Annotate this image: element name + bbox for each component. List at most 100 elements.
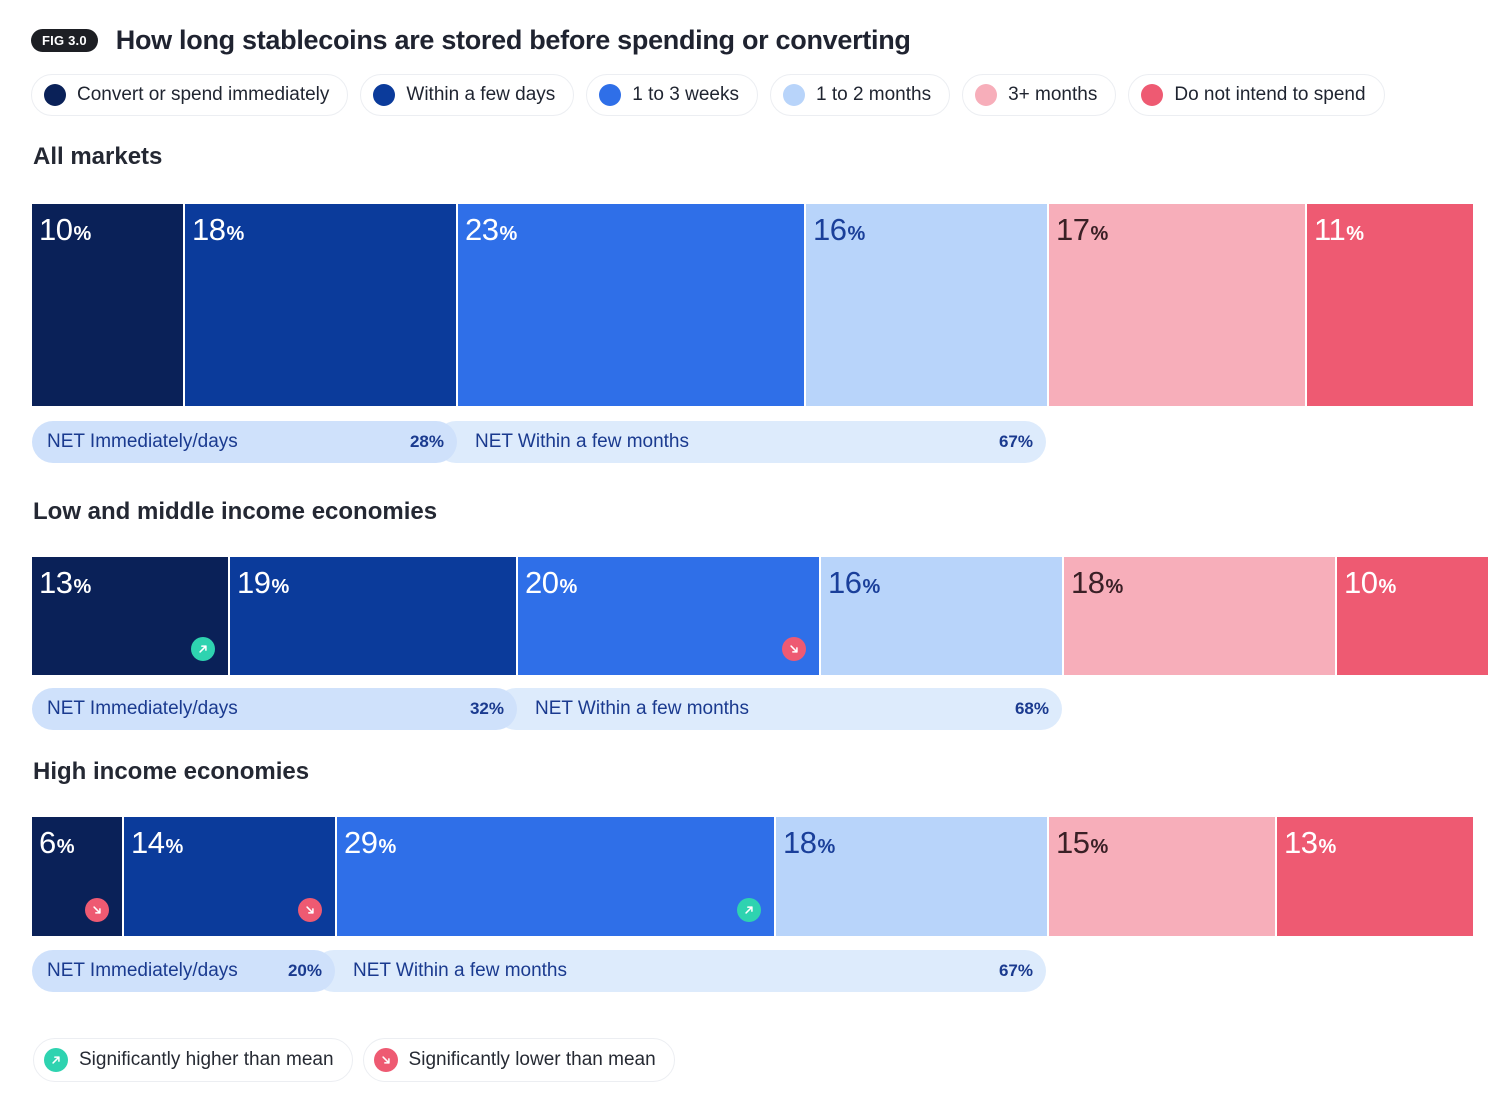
- data-label-unit: %: [817, 836, 835, 858]
- figure-header: FIG 3.0 How long stablecoins are stored …: [31, 20, 911, 60]
- net-within-months-pill: NET Within a few months 68%: [495, 688, 1062, 730]
- net-value-number: 28: [409, 432, 429, 451]
- legend-swatch: [1141, 84, 1164, 106]
- data-label-unit: %: [499, 223, 517, 245]
- stacked-bar-low-middle-income: 13% 19% 20% 16% 18% 10%: [32, 557, 1488, 675]
- bar-segment-1-to-2-months: 16%: [806, 204, 1047, 406]
- net-value: 68%: [1015, 699, 1049, 719]
- series-legend: Convert or spend immediately Within a few…: [31, 74, 1397, 116]
- data-label-unit: %: [1105, 576, 1123, 598]
- net-row-low-middle-income: NET Immediately/days 32% NET Within a few …: [32, 688, 1062, 730]
- legend-swatch: [975, 84, 998, 106]
- net-row-all-markets: NET Immediately/days 28% NET Within a few …: [32, 421, 1046, 463]
- bar-segment-do-not-intend-to-spend: 11%: [1307, 204, 1473, 406]
- net-value: 67%: [999, 961, 1033, 981]
- data-label: 16%: [828, 567, 880, 598]
- net-value-number: 20: [287, 961, 307, 980]
- data-label-value: 18: [1071, 565, 1105, 600]
- arrow-down-right-icon: [298, 898, 322, 922]
- significance-higher-item: Significantly higher than mean: [33, 1038, 353, 1082]
- data-label: 13%: [1284, 827, 1336, 858]
- data-label-unit: %: [1090, 223, 1108, 245]
- stacked-bar-all-markets: 10% 18% 23% 16% 17% 11%: [32, 204, 1473, 406]
- significance-higher-label: Significantly higher than mean: [79, 1049, 334, 1070]
- net-value-number: 67: [998, 432, 1018, 451]
- data-label-unit: %: [1378, 576, 1396, 598]
- net-row-high-income: NET Immediately/days 20% NET Within a few …: [32, 950, 1046, 992]
- net-value: 67%: [999, 432, 1033, 452]
- data-label-value: 29: [344, 825, 378, 860]
- significance-lower-label: Significantly lower than mean: [408, 1049, 656, 1070]
- data-label: 29%: [344, 827, 396, 858]
- net-value-unit: %: [1017, 961, 1033, 980]
- net-value: 28%: [410, 432, 444, 452]
- data-label-unit: %: [165, 836, 183, 858]
- data-label-unit: %: [56, 836, 75, 858]
- significance-legend: Significantly higher than mean Significa…: [33, 1038, 685, 1082]
- bar-segment-do-not-intend-to-spend: 13%: [1277, 817, 1473, 936]
- net-value-unit: %: [306, 961, 322, 980]
- data-label-value: 14: [131, 825, 165, 860]
- data-label: 18%: [783, 827, 835, 858]
- data-label-unit: %: [271, 576, 289, 598]
- data-label: 6%: [39, 827, 75, 858]
- bar-segment-within-a-few-days: 14%: [124, 817, 335, 936]
- data-label: 15%: [1056, 827, 1108, 858]
- legend-label: Do not intend to spend: [1174, 84, 1366, 105]
- arrow-up-right-icon: [44, 1048, 68, 1072]
- data-label: 18%: [1071, 567, 1123, 598]
- bar-segment-1-to-3-weeks: 20%: [518, 557, 819, 675]
- data-label-value: 16: [813, 212, 847, 247]
- legend-swatch: [599, 84, 622, 106]
- net-label: NET Immediately/days: [47, 698, 238, 719]
- net-value-number: 68: [1014, 699, 1034, 718]
- data-label-unit: %: [73, 576, 91, 598]
- net-label: NET Immediately/days: [47, 431, 238, 452]
- data-label-value: 11: [1314, 212, 1346, 247]
- data-label-value: 13: [1284, 825, 1318, 860]
- legend-item-3-months: 3+ months: [962, 74, 1117, 116]
- data-label-unit: %: [378, 836, 396, 858]
- legend-item-1-to-2-months: 1 to 2 months: [769, 74, 951, 116]
- data-label: 14%: [131, 827, 183, 858]
- net-immediately-days-pill: NET Immediately/days 32%: [32, 688, 517, 730]
- bar-segment-convert-or-spend-immediately: 13%: [32, 557, 228, 675]
- data-label: 19%: [237, 567, 289, 598]
- data-label-value: 18: [192, 212, 226, 247]
- bar-segment-do-not-intend-to-spend: 10%: [1337, 557, 1488, 675]
- arrow-down-right-icon: [782, 637, 806, 661]
- data-label-unit: %: [226, 223, 244, 245]
- arrow-down-right-icon: [373, 1048, 398, 1072]
- group-title-high-income: High income economies: [33, 758, 310, 785]
- group-title-low-middle-income: Low and middle income economies: [33, 498, 438, 525]
- legend-swatch: [373, 84, 396, 106]
- net-immediately-days-pill: NET Immediately/days 20%: [32, 950, 335, 992]
- data-label: 20%: [525, 567, 577, 598]
- bar-segment-3-months: 15%: [1049, 817, 1275, 936]
- net-value-number: 32: [469, 699, 489, 718]
- group-title-all-markets: All markets: [33, 143, 163, 170]
- bar-segment-1-to-2-months: 16%: [821, 557, 1062, 675]
- bar-segment-3-months: 17%: [1049, 204, 1305, 406]
- bar-segment-1-to-3-weeks: 23%: [458, 204, 804, 406]
- net-label: NET Within a few months: [535, 698, 750, 719]
- data-label: 16%: [813, 214, 865, 245]
- data-label-value: 18: [783, 825, 817, 860]
- legend-label: 3+ months: [1008, 84, 1098, 105]
- bar-segment-3-months: 18%: [1064, 557, 1335, 675]
- data-label: 17%: [1056, 214, 1108, 245]
- bar-segment-1-to-3-weeks: 29%: [337, 817, 774, 936]
- data-label-unit: %: [559, 576, 577, 598]
- net-label: NET Within a few months: [475, 431, 690, 452]
- net-within-months-pill: NET Within a few months 67%: [435, 421, 1046, 463]
- bar-segment-convert-or-spend-immediately: 6%: [32, 817, 122, 936]
- legend-swatch: [44, 84, 66, 106]
- legend-item-do-not-intend-to-spend: Do not intend to spend: [1128, 74, 1385, 116]
- stacked-bar-high-income: 6% 14% 29% 18% 15% 13%: [32, 817, 1473, 936]
- data-label: 11%: [1314, 212, 1364, 247]
- data-label-unit: %: [1346, 223, 1364, 245]
- data-label: 18%: [192, 214, 244, 245]
- legend-label: 1 to 2 months: [815, 84, 932, 105]
- data-label-value: 19: [237, 565, 271, 600]
- net-label: NET Within a few months: [353, 960, 568, 981]
